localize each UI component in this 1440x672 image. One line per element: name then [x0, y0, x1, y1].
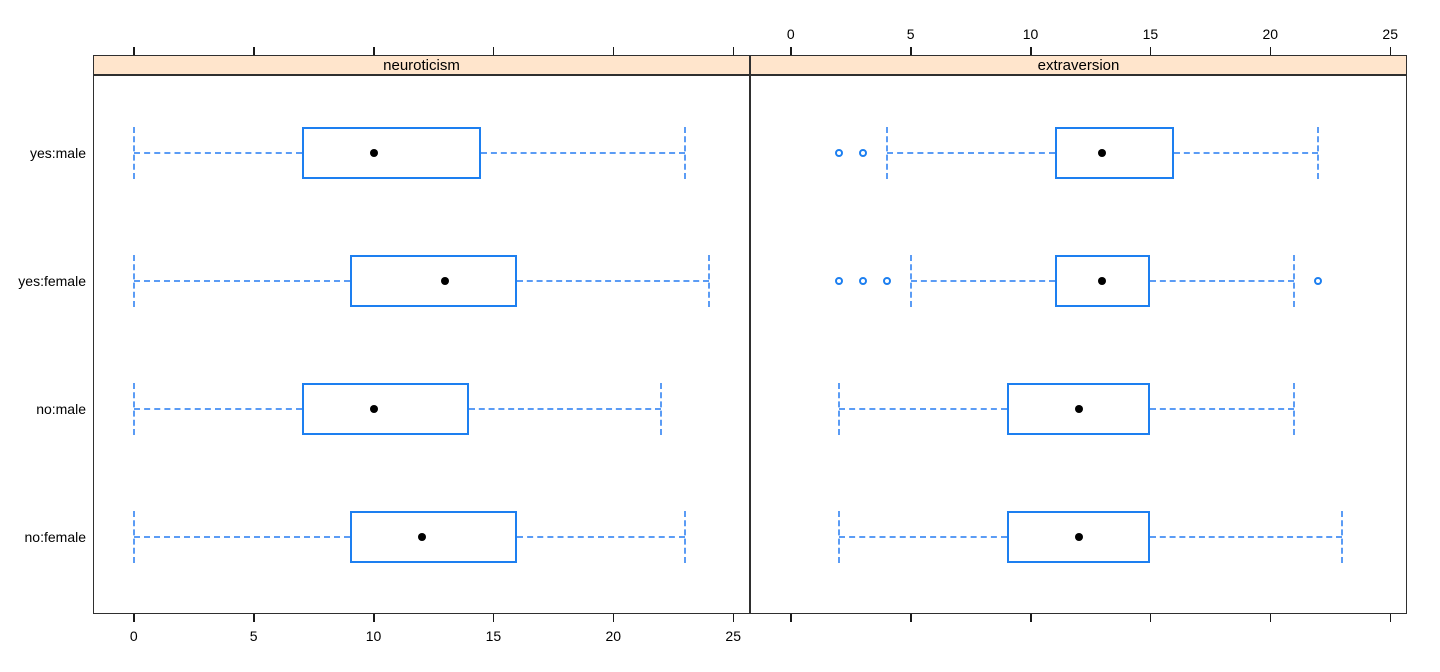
strip-label: neuroticism	[383, 57, 460, 74]
whisker-line-left	[133, 152, 302, 154]
boxplot-box	[1006, 383, 1151, 435]
whisker-line-left	[838, 408, 1007, 410]
median-dot	[369, 149, 378, 157]
bottom-axis-tick	[492, 614, 495, 622]
whisker-line-left	[133, 536, 350, 538]
whisker-cap-high	[684, 511, 687, 563]
median-dot	[1074, 405, 1083, 413]
y-axis-label: no:male	[36, 401, 86, 417]
whisker-line-left	[838, 536, 1007, 538]
top-axis-tick	[1030, 47, 1032, 55]
whisker-line-left	[133, 280, 350, 282]
bottom-axis-tick	[612, 614, 615, 622]
whisker-cap-low	[132, 383, 135, 435]
outlier-point	[1314, 277, 1323, 285]
median-dot	[1098, 149, 1107, 157]
bottom-axis-tick-label: 15	[485, 628, 502, 644]
whisker-line-right	[469, 408, 662, 410]
outlier-point	[834, 149, 843, 157]
bottom-axis-tick-label: 0	[129, 628, 138, 644]
top-axis-tick	[612, 47, 615, 55]
bottom-axis-tick	[1269, 614, 1272, 622]
top-axis-tick	[910, 47, 912, 55]
median-dot	[441, 277, 450, 285]
whisker-line-left	[910, 280, 1055, 282]
whisker-line-right	[1150, 408, 1295, 410]
whisker-cap-low	[132, 127, 135, 179]
top-axis-tick	[1269, 47, 1272, 55]
top-axis-tick	[373, 47, 375, 55]
outlier-point	[858, 277, 867, 285]
bottom-axis-tick-label: 25	[725, 628, 741, 644]
whisker-cap-low	[837, 383, 840, 435]
whisker-cap-high	[684, 127, 687, 179]
bottom-axis-tick	[1149, 614, 1152, 622]
boxplot-box	[349, 511, 518, 563]
whisker-cap-high	[1341, 511, 1344, 563]
bottom-axis-tick	[1030, 614, 1032, 622]
whisker-cap-low	[132, 255, 135, 307]
bottom-axis-tick	[253, 614, 255, 622]
strip-label: extraversion	[1037, 57, 1120, 74]
boxplot-box	[1054, 255, 1151, 307]
bottom-axis-tick	[1389, 614, 1392, 622]
top-axis-tick-label: 20	[1262, 26, 1279, 42]
whisker-cap-low	[837, 511, 840, 563]
whisker-cap-high	[1317, 127, 1320, 179]
top-axis-tick	[1389, 47, 1392, 55]
whisker-line-right	[1150, 536, 1343, 538]
outlier-point	[858, 149, 867, 157]
top-axis-tick-label: 5	[906, 26, 915, 42]
whisker-cap-low	[132, 511, 135, 563]
whisker-line-right	[1150, 280, 1295, 282]
boxplot-box	[1054, 127, 1175, 179]
y-axis-label: yes:female	[18, 273, 86, 289]
median-dot	[1074, 533, 1083, 541]
median-dot	[417, 533, 426, 541]
whisker-cap-low	[909, 255, 912, 307]
y-axis-label: no:female	[24, 529, 86, 545]
whisker-cap-high	[1293, 383, 1296, 435]
bottom-axis-tick	[732, 614, 735, 622]
top-axis-tick	[253, 47, 255, 55]
bottom-axis-tick-label: 20	[605, 628, 622, 644]
bottom-axis-tick-label: 5	[249, 628, 258, 644]
whisker-line-left	[133, 408, 302, 410]
whisker-line-right	[517, 280, 710, 282]
strip-neuroticism: neuroticism	[93, 55, 750, 75]
bottom-axis-tick	[910, 614, 912, 622]
top-axis-tick	[133, 47, 135, 55]
boxplot-box	[301, 383, 470, 435]
whisker-line-right	[517, 536, 686, 538]
bottom-axis-tick-label: 10	[365, 628, 382, 644]
top-axis-tick	[492, 47, 495, 55]
top-axis-tick	[790, 47, 792, 55]
top-axis-tick-label: 25	[1382, 26, 1398, 42]
bottom-axis-tick	[790, 614, 792, 622]
top-axis-tick-label: 15	[1142, 26, 1159, 42]
top-axis-tick-label: 0	[786, 26, 795, 42]
whisker-cap-high	[660, 383, 663, 435]
outlier-point	[882, 277, 891, 285]
strip-extraversion: extraversion	[750, 55, 1407, 75]
whisker-cap-low	[885, 127, 888, 179]
bottom-axis-tick	[133, 614, 135, 622]
whisker-line-right	[481, 152, 686, 154]
y-axis-label: yes:male	[29, 145, 86, 161]
whisker-line-left	[886, 152, 1055, 154]
bottom-axis-tick	[373, 614, 375, 622]
median-dot	[1098, 277, 1107, 285]
boxplot-box	[349, 255, 518, 307]
boxplot-box	[301, 127, 482, 179]
outlier-point	[834, 277, 843, 285]
whisker-line-right	[1174, 152, 1319, 154]
median-dot	[369, 405, 378, 413]
top-axis-tick	[732, 47, 735, 55]
whisker-cap-high	[708, 255, 711, 307]
top-axis-tick	[1149, 47, 1152, 55]
whisker-cap-high	[1293, 255, 1296, 307]
top-axis-tick-label: 10	[1022, 26, 1039, 42]
